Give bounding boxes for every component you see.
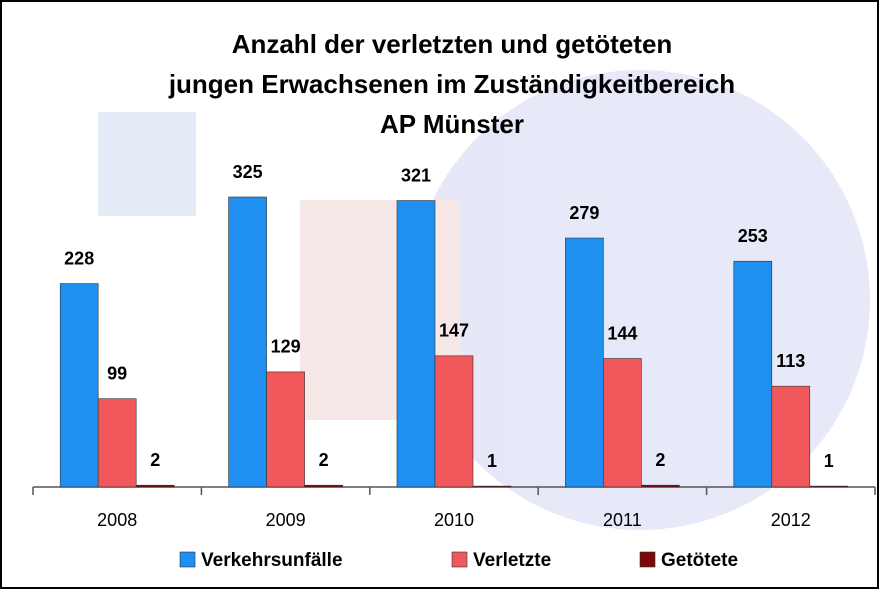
data-label: 2 xyxy=(655,450,665,470)
chart-title: Anzahl der verletzten und getöteten xyxy=(232,29,673,59)
x-tick-label: 2012 xyxy=(771,510,811,530)
chart-title: AP Münster xyxy=(380,109,524,139)
legend-swatch xyxy=(451,551,468,568)
legend-label: Getötete xyxy=(661,550,738,571)
data-label: 2 xyxy=(319,450,329,470)
data-label: 1 xyxy=(487,451,497,471)
bar xyxy=(771,385,811,488)
data-label: 321 xyxy=(401,165,431,185)
data-label: 279 xyxy=(569,203,599,223)
x-tick-label: 2008 xyxy=(97,510,137,530)
chart-title: jungen Erwachsenen im Zuständigkeitberei… xyxy=(168,69,735,99)
data-label: 144 xyxy=(607,323,637,343)
x-tick-label: 2010 xyxy=(434,510,474,530)
bar xyxy=(59,283,99,488)
data-label: 129 xyxy=(271,337,301,357)
bar xyxy=(135,484,175,488)
data-label: 147 xyxy=(439,321,469,341)
legend-label: Verkehrsunfälle xyxy=(201,550,343,571)
bar xyxy=(733,260,773,488)
data-label: 1 xyxy=(824,451,834,471)
data-label: 99 xyxy=(107,363,127,383)
legend-swatch xyxy=(639,551,656,568)
bar xyxy=(641,484,680,488)
bar xyxy=(97,398,137,488)
data-label: 2 xyxy=(150,450,160,470)
data-label: 113 xyxy=(776,351,805,371)
data-label: 228 xyxy=(64,248,94,268)
bar xyxy=(809,485,849,488)
bar xyxy=(266,371,305,488)
bar xyxy=(304,484,343,488)
bar xyxy=(434,355,474,488)
bar xyxy=(396,200,436,488)
legend-label: Verletzte xyxy=(473,550,551,571)
data-label: 325 xyxy=(233,162,263,182)
x-tick-label: 2009 xyxy=(266,510,306,530)
legend-swatch xyxy=(179,551,196,568)
bar xyxy=(603,358,642,488)
bar xyxy=(228,196,267,488)
data-label: 253 xyxy=(738,226,768,246)
bar xyxy=(565,237,604,488)
x-tick-label: 2011 xyxy=(603,510,642,530)
bar xyxy=(472,485,512,488)
